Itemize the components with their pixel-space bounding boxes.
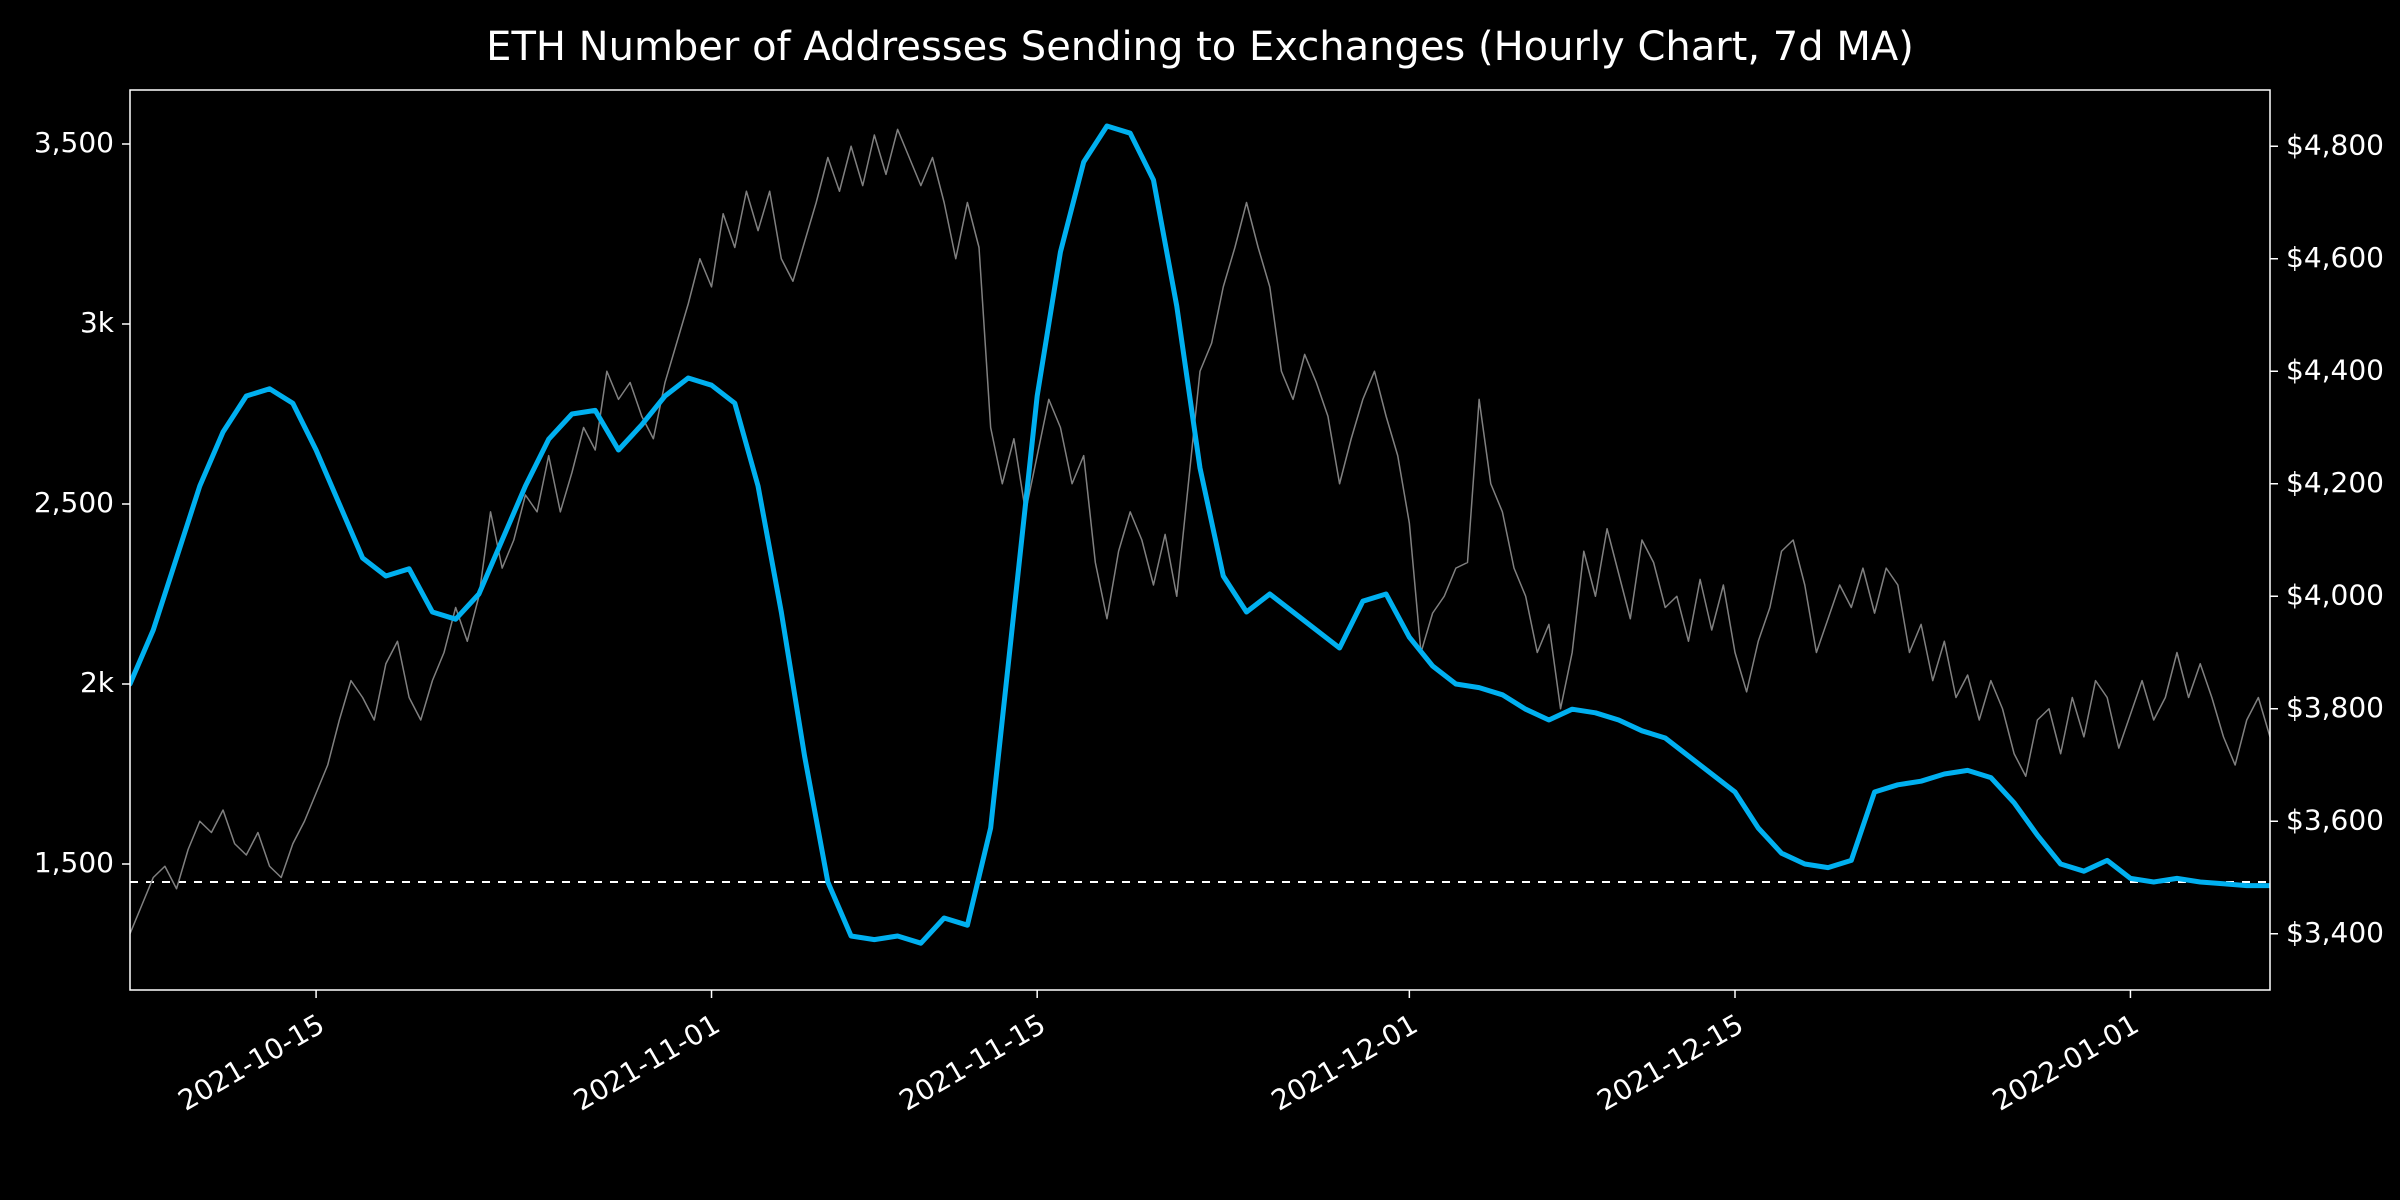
ytick-right: $3,600 bbox=[2286, 803, 2384, 836]
ytick-right: $4,000 bbox=[2286, 578, 2384, 611]
chart-root: ETH Number of Addresses Sending to Excha… bbox=[0, 0, 2400, 1200]
xtick: 2021-10-15 bbox=[173, 1007, 330, 1117]
xtick: 2021-12-01 bbox=[1266, 1007, 1423, 1117]
xtick: 2021-11-15 bbox=[894, 1007, 1051, 1117]
ytick-left: 1,500 bbox=[34, 846, 114, 879]
ytick-right: $4,800 bbox=[2286, 128, 2384, 161]
xtick: 2022-01-01 bbox=[1987, 1007, 2144, 1117]
xtick: 2021-11-01 bbox=[568, 1007, 725, 1117]
ytick-left: 3k bbox=[80, 306, 115, 339]
ytick-right: $4,400 bbox=[2286, 353, 2384, 386]
ytick-left: 2k bbox=[80, 666, 115, 699]
ytick-right: $3,800 bbox=[2286, 691, 2384, 724]
ytick-right: $4,600 bbox=[2286, 241, 2384, 274]
xtick: 2021-12-15 bbox=[1591, 1007, 1748, 1117]
ytick-right: $4,200 bbox=[2286, 466, 2384, 499]
ytick-left: 2,500 bbox=[34, 486, 114, 519]
ytick-right: $3,400 bbox=[2286, 916, 2384, 949]
chart-svg: 1,500 2k 2,500 3k 3,500 $3,400 $3,600 $3,800 $4,… bbox=[0, 0, 2400, 1200]
ytick-left: 3,500 bbox=[34, 126, 114, 159]
